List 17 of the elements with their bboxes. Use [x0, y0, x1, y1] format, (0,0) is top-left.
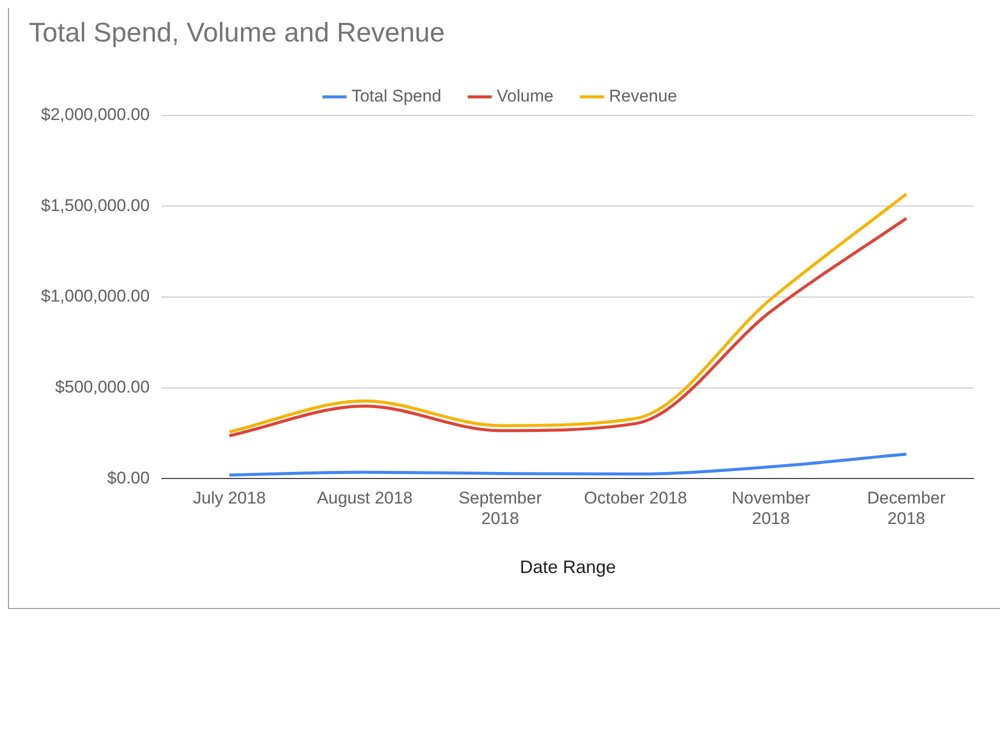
legend-label: Revenue — [608, 86, 678, 106]
y-tick-label: $1,500,000.00 — [40, 196, 150, 215]
y-tick-label: $0.00 — [107, 468, 150, 488]
y-tick-label: $1,000,000.00 — [40, 286, 150, 306]
x-tick-label: December 2018 — [867, 488, 946, 528]
x-axis-title: Date Range — [520, 557, 616, 578]
x-tick-label: October 2018 — [584, 488, 688, 508]
x-tick-label: July 2018 — [193, 488, 266, 508]
line-series — [228, 452, 908, 476]
y-tick-label: $2,000,000.00 — [40, 105, 150, 124]
x-tick-label: August 2018 — [317, 488, 413, 508]
legend-label: Volume — [496, 86, 554, 106]
chart-title: Total Spend, Volume and Revenue — [29, 18, 445, 48]
y-tick-label: $500,000.00 — [55, 377, 150, 396]
x-tick-label: November 2018 — [732, 488, 810, 528]
x-tick-label: September 2018 — [458, 488, 542, 528]
legend-label: Total Spend — [351, 86, 442, 106]
